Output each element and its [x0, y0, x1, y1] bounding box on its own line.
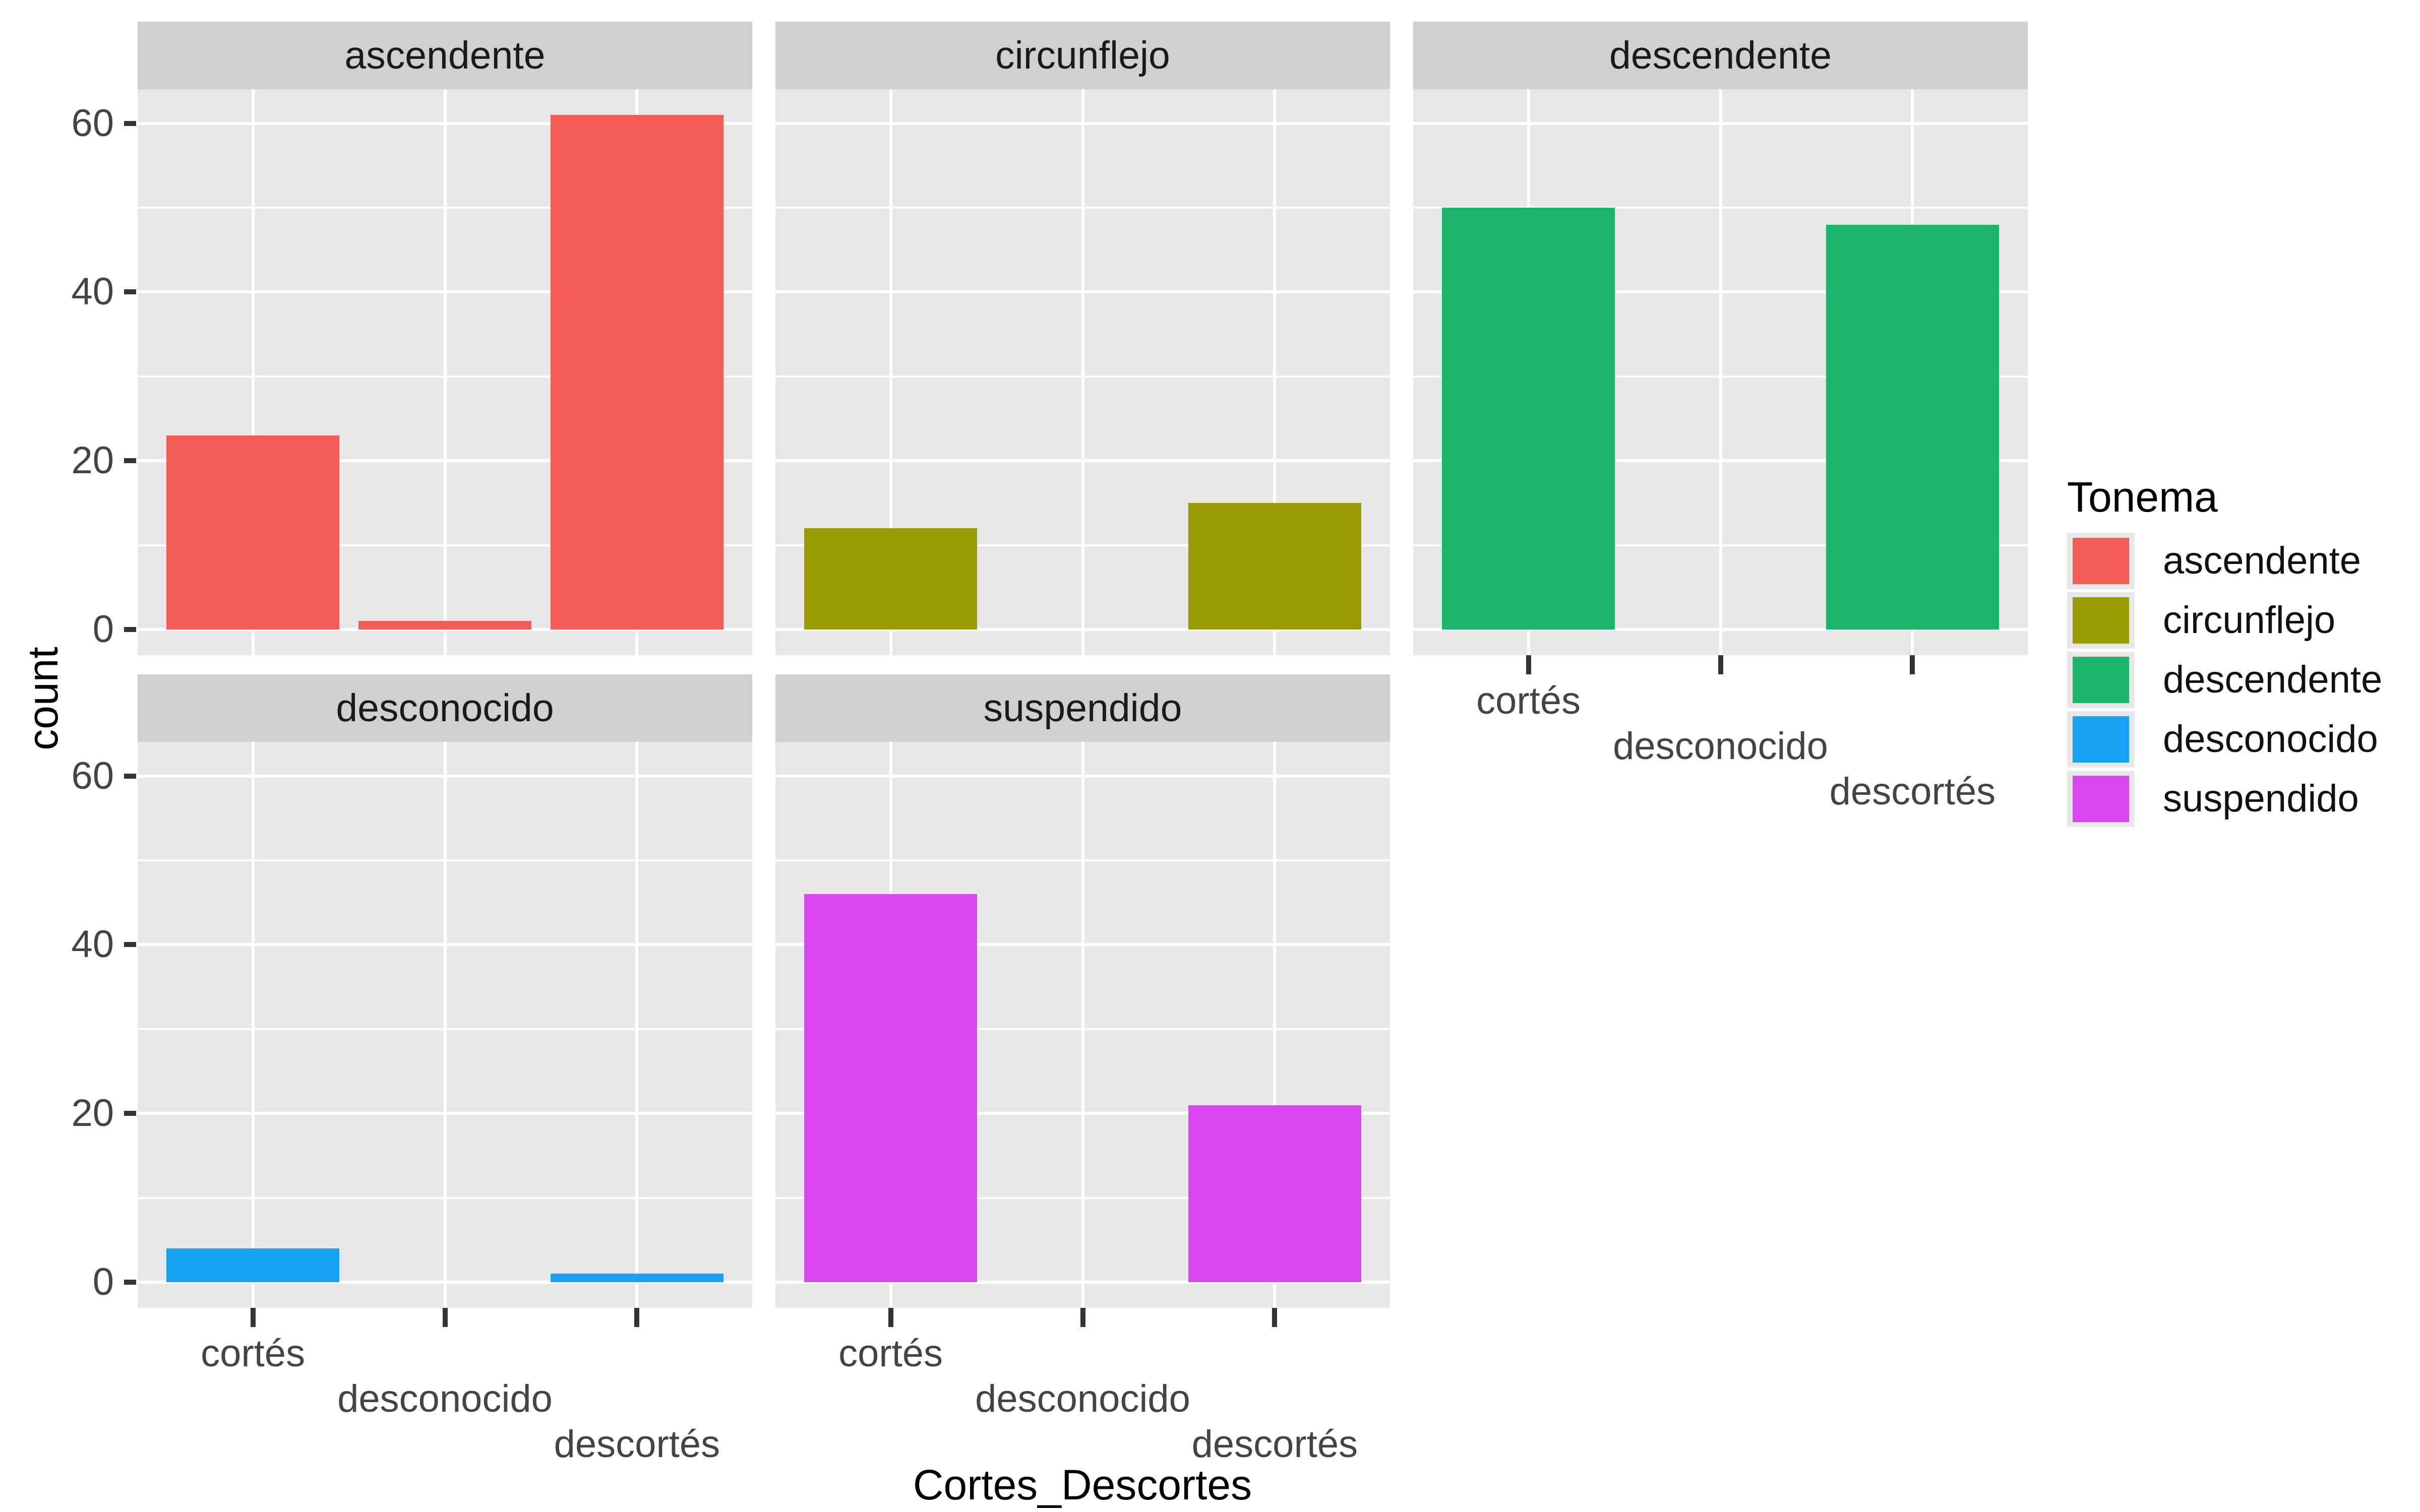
- bar-descendente-cortés: [1442, 208, 1615, 629]
- facet-panel-ascendente: [138, 89, 752, 655]
- bar-suspendido-cortés: [804, 894, 978, 1282]
- y-tick-row1-0: [124, 1280, 136, 1285]
- y-tick-row1-60: [124, 773, 136, 779]
- x-tick-descendente-cortés: [1526, 655, 1531, 674]
- y-tick-row0-20: [124, 458, 136, 464]
- x-tick-desconocido-desconocido: [442, 1308, 448, 1327]
- facet-panel-suspendido: [775, 742, 1390, 1308]
- y-tick-row0-60: [124, 120, 136, 126]
- legend-key-suspendido: [2067, 771, 2135, 827]
- x-tick-label-desconocido-descortés: descortés: [554, 1423, 720, 1466]
- legend-swatch-descendente: [2073, 657, 2129, 703]
- legend-swatch-suspendido: [2073, 776, 2129, 822]
- y-tick-row0-40: [124, 289, 136, 295]
- bar-ascendente-cortés: [166, 435, 340, 629]
- legend-label-descendente: descendente: [2163, 658, 2383, 701]
- bar-desconocido-cortés: [166, 1248, 340, 1282]
- x-tick-label-suspendido-descortés: descortés: [1191, 1423, 1358, 1466]
- facet-strip-ascendente: ascendente: [138, 22, 752, 89]
- legend-label-suspendido: suspendido: [2163, 777, 2359, 820]
- bar-desconocido-descortés: [550, 1274, 723, 1282]
- x-tick-label-descendente-cortés: cortés: [1476, 679, 1581, 722]
- facet-strip-descendente: descendente: [1413, 22, 2028, 89]
- legend-key-descendente: [2067, 652, 2135, 708]
- legend-swatch-desconocido: [2073, 716, 2129, 763]
- gridline-x-desconocido: [443, 89, 447, 655]
- legend-label-desconocido: desconocido: [2163, 718, 2378, 761]
- x-tick-suspendido-descortés: [1272, 1308, 1278, 1327]
- x-tick-label-descendente-descortés: descortés: [1829, 770, 1996, 813]
- gridline-x-desconocido: [1719, 89, 1722, 655]
- x-tick-suspendido-desconocido: [1080, 1308, 1085, 1327]
- facet-strip-circunflejo: circunflejo: [775, 22, 1390, 89]
- legend-swatch-ascendente: [2073, 538, 2129, 584]
- y-tick-label-row1-20: 20: [71, 1092, 114, 1135]
- y-tick-label-row1-60: 60: [71, 754, 114, 797]
- y-tick-label-row1-0: 0: [92, 1261, 114, 1303]
- legend-title: Tonema: [2067, 473, 2218, 521]
- x-tick-label-suspendido-desconocido: desconocido: [975, 1377, 1190, 1420]
- y-tick-label-row1-40: 40: [71, 923, 114, 966]
- facet-panel-circunflejo: [775, 89, 1390, 655]
- x-tick-descendente-descortés: [1910, 655, 1915, 674]
- legend-swatch-circunflejo: [2073, 597, 2129, 644]
- y-tick-row0-0: [124, 627, 136, 632]
- x-tick-label-desconocido-cortés: cortés: [201, 1332, 306, 1375]
- gridline-x-descortés: [635, 742, 639, 1308]
- gridline-x-desconocido: [1081, 742, 1084, 1308]
- facet-panel-descendente: [1413, 89, 2028, 655]
- bar-suspendido-descortés: [1188, 1105, 1361, 1282]
- x-tick-label-suspendido-cortés: cortés: [838, 1332, 943, 1375]
- facet-panel-desconocido: [138, 742, 752, 1308]
- y-tick-label-row0-0: 0: [92, 608, 114, 651]
- bar-descendente-descortés: [1826, 224, 1999, 629]
- legend-label-circunflejo: circunflejo: [2163, 599, 2336, 642]
- x-tick-desconocido-cortés: [250, 1308, 256, 1327]
- gridline-x-descortés: [1273, 742, 1277, 1308]
- bar-circunflejo-descortés: [1188, 502, 1361, 629]
- y-tick-label-row0-20: 20: [71, 439, 114, 482]
- y-tick-row1-20: [124, 1111, 136, 1116]
- gridline-x-cortés: [251, 742, 255, 1308]
- facet-strip-desconocido: desconocido: [138, 674, 752, 742]
- bar-circunflejo-cortés: [804, 528, 978, 629]
- bar-ascendente-desconocido: [358, 621, 531, 629]
- legend-key-ascendente: [2067, 533, 2135, 589]
- facet-strip-suspendido: suspendido: [775, 674, 1390, 742]
- gridline-x-desconocido: [443, 742, 447, 1308]
- y-tick-label-row0-60: 60: [71, 101, 114, 145]
- gridline-x-cortés: [889, 89, 892, 655]
- y-tick-label-row0-40: 40: [71, 270, 114, 313]
- x-tick-descendente-desconocido: [1718, 655, 1723, 674]
- legend-key-desconocido: [2067, 711, 2135, 768]
- gridline-x-desconocido: [1081, 89, 1084, 655]
- legend-key-circunflejo: [2067, 592, 2135, 649]
- gridline-x-descortés: [1273, 89, 1277, 655]
- x-tick-suspendido-cortés: [888, 1308, 893, 1327]
- x-tick-desconocido-descortés: [634, 1308, 640, 1327]
- x-axis-title: Cortes_Descortes: [913, 1461, 1252, 1508]
- bar-ascendente-descortés: [550, 114, 723, 629]
- x-tick-label-desconocido-desconocido: desconocido: [337, 1377, 553, 1420]
- gridline-x-cortés: [251, 89, 255, 655]
- y-tick-row1-40: [124, 942, 136, 948]
- x-tick-label-descendente-desconocido: desconocido: [1613, 725, 1828, 768]
- legend-label-ascendente: ascendente: [2163, 539, 2361, 582]
